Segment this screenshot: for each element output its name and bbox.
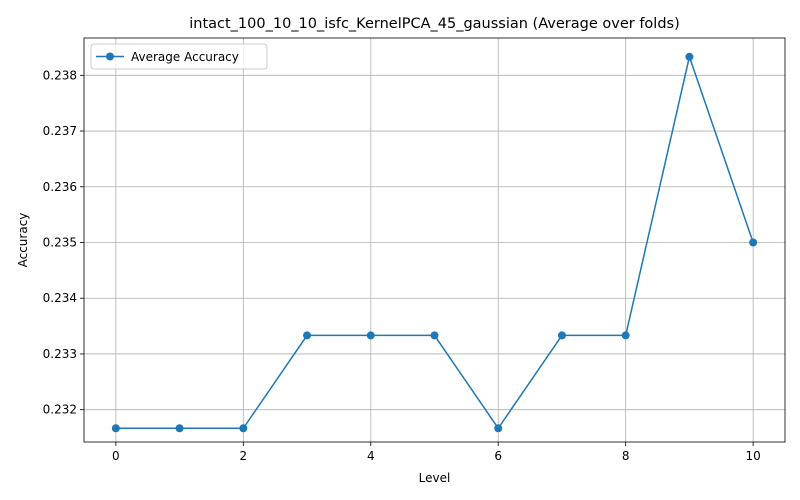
y-tick-label: 0.234 (43, 291, 77, 305)
data-point (749, 238, 758, 247)
data-point (685, 52, 694, 61)
chart-title: intact_100_10_10_isfc_KernelPCA_45_gauss… (189, 16, 680, 32)
y-tick-label: 0.236 (43, 180, 77, 194)
x-tick-label: 10 (745, 449, 760, 463)
y-axis-title: Accuracy (16, 213, 30, 268)
legend-box (90, 43, 268, 70)
x-tick-label: 8 (622, 449, 630, 463)
x-axis-title: Level (419, 471, 451, 485)
x-axis-ticks: 0 2 4 6 8 10 (112, 442, 761, 463)
y-tick-label: 0.232 (43, 403, 77, 417)
data-point (239, 424, 248, 433)
x-tick-label: 2 (239, 449, 247, 463)
y-axis-ticks: 0.232 0.233 0.234 0.235 0.236 0.237 0.238 (43, 68, 84, 417)
data-point (494, 424, 503, 433)
y-tick-label: 0.233 (43, 347, 77, 361)
x-tick-label: 0 (112, 449, 120, 463)
legend-label: Average Accuracy (131, 50, 239, 64)
data-point (557, 331, 566, 340)
x-tick-label: 6 (494, 449, 502, 463)
legend: Average Accuracy (90, 43, 268, 70)
x-tick-label: 4 (367, 449, 375, 463)
y-tick-label: 0.237 (43, 124, 77, 138)
data-point (111, 424, 120, 433)
data-point (303, 331, 312, 340)
series-layer (111, 52, 758, 433)
plot-frame (83, 37, 786, 443)
data-point (430, 331, 439, 340)
legend-marker-swatch (106, 52, 114, 61)
data-point (366, 331, 375, 340)
y-tick-label: 0.238 (43, 68, 77, 82)
y-tick-label: 0.235 (43, 236, 77, 250)
data-point (621, 331, 630, 340)
data-point (175, 424, 184, 433)
